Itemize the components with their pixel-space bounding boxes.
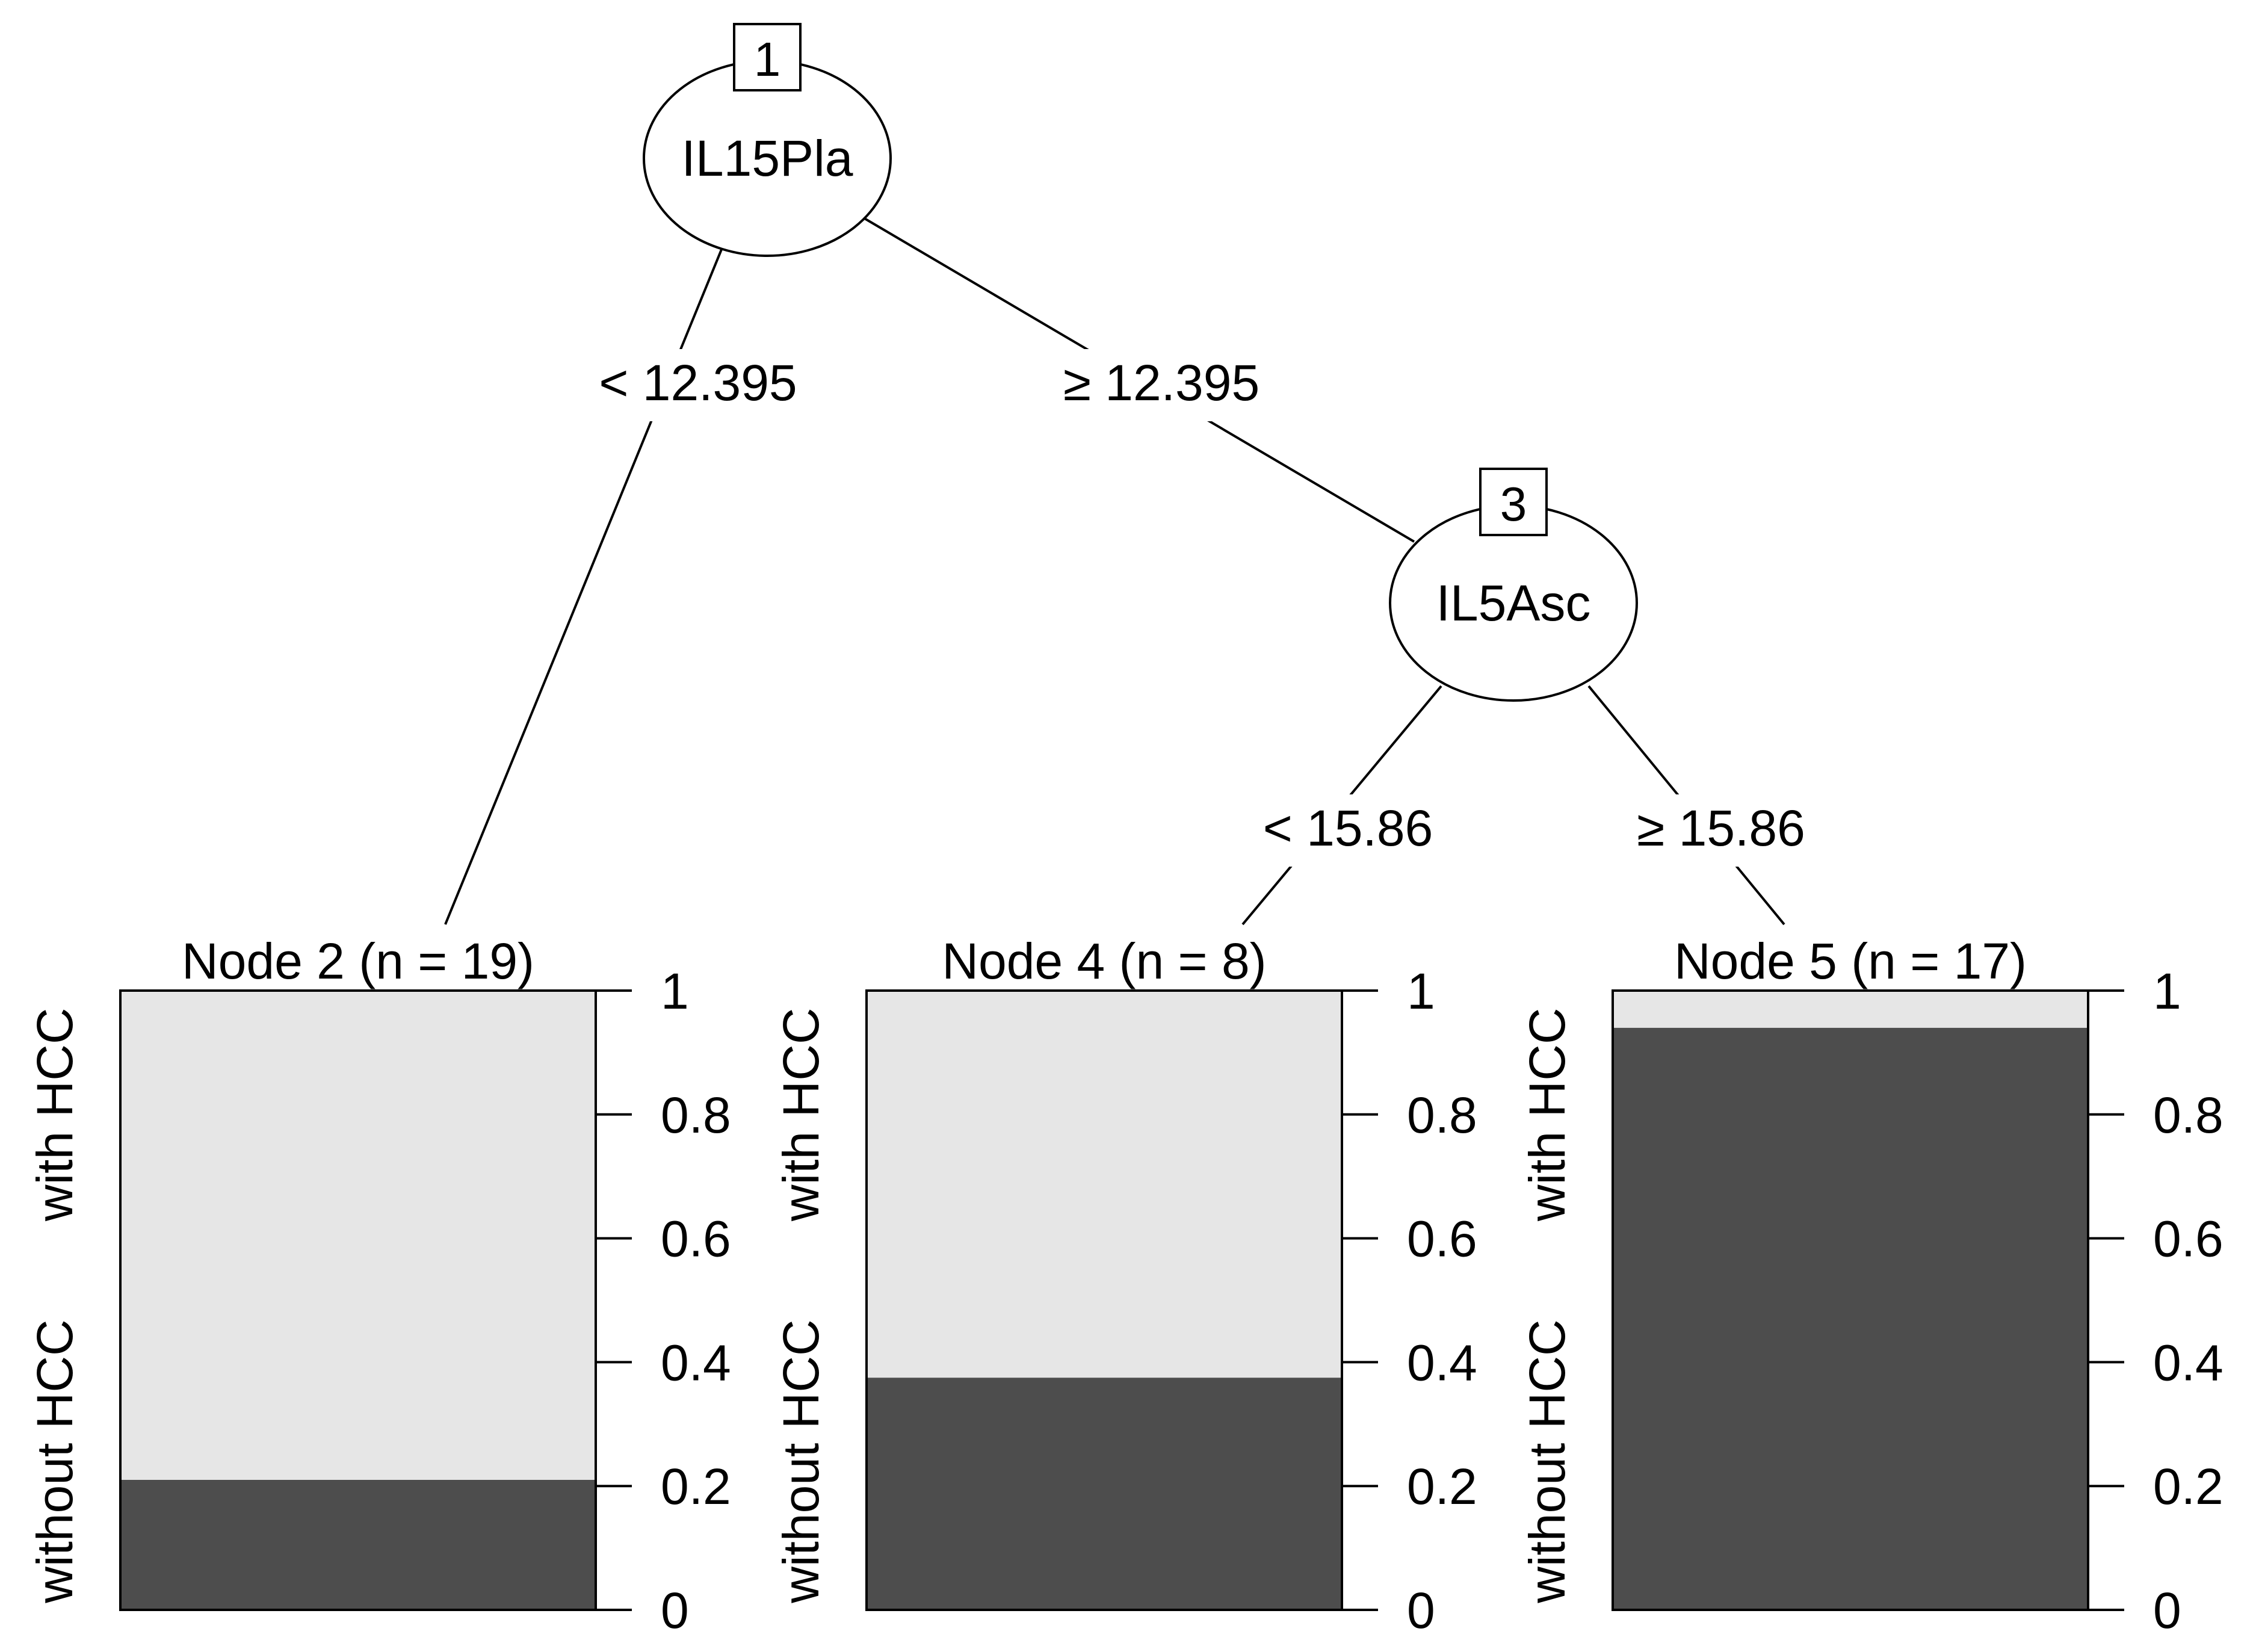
y-tick-label: 0.6 [2153,1211,2224,1267]
y-tick-label: 0 [2153,1582,2181,1639]
split-label-text: < 12.395 [599,354,797,411]
panel-title: Node 5 (n = 17) [1674,933,2027,989]
split-label-1-3: ≥ 12.395 [1041,349,1282,421]
node-id-box [1479,468,1548,536]
split-label-text: ≥ 15.86 [1637,800,1805,856]
class-label-with-hcc: with HCC [26,1007,83,1222]
y-tick-label: 0.2 [1407,1458,1477,1515]
y-tick-label: 0 [661,1582,689,1639]
panel-frame [865,989,1343,1611]
node-id-label: 1 [754,32,781,86]
y-tick-label: 0.2 [661,1458,731,1515]
split-label-3-4: < 15.86 [1240,794,1456,867]
panel-title: Node 2 (n = 19) [182,933,534,989]
class-label-with-hcc: with HCC [1519,1007,1575,1222]
terminal-node-panels: Node 2 (n = 19) 0 0.2 0.4 0.6 0.8 1 without HCC… [26,933,2224,1639]
class-label-without-hcc: without HCC [26,1319,83,1603]
bar-segment-with-hcc [1613,991,2088,1028]
node-id-box [733,23,802,91]
y-tick-label: 0.6 [661,1211,731,1267]
y-tick-label: 0.8 [2153,1087,2224,1143]
y-tick-label: 0 [1407,1582,1435,1639]
bar-segment-with-hcc [120,991,596,1480]
y-tick-label: 0.8 [1407,1087,1477,1143]
y-tick-label: 0.8 [661,1087,731,1143]
y-tick-label: 0.4 [661,1334,731,1391]
node-id-label: 3 [1500,477,1527,531]
y-tick-label: 0.6 [1407,1211,1477,1267]
class-label-without-hcc: without HCC [1519,1319,1575,1603]
y-tick-label: 1 [661,963,689,1019]
panel-title: Node 4 (n = 8) [942,933,1266,989]
bar-segment-without-hcc [867,1378,1342,1610]
terminal-node-panel: Node 4 (n = 8) 0 0.2 0.4 0.6 0.8 1 without HCC w… [773,933,1477,1639]
split-label-text: ≥ 12.395 [1063,354,1259,411]
split-label-1-2: < 12.395 [578,349,818,421]
y-tick-label: 0.2 [2153,1458,2224,1515]
class-label-with-hcc: with HCC [773,1007,829,1222]
y-tick-label: 1 [1407,963,1435,1019]
bar-segment-without-hcc [1613,1027,2088,1610]
inner-node-1: IL15Pla 1 [643,23,892,257]
inner-node-3: IL5Asc 3 [1389,468,1638,702]
split-label-text: < 15.86 [1263,800,1433,856]
y-tick-label: 0.4 [2153,1334,2224,1391]
y-tick-label: 1 [2153,963,2181,1019]
node-variable-label: IL5Asc [1436,575,1591,631]
panel-frame [119,989,597,1611]
node-variable-label: IL15Pla [682,130,853,187]
bar-segment-with-hcc [867,991,1342,1378]
class-label-without-hcc: without HCC [773,1319,829,1603]
y-tick-label: 0.4 [1407,1334,1477,1391]
panel-frame [1612,989,2089,1611]
bar-segment-without-hcc [120,1479,596,1610]
split-label-3-5: ≥ 15.86 [1613,794,1829,867]
terminal-node-panel: Node 2 (n = 19) 0 0.2 0.4 0.6 0.8 1 without HCC… [26,933,731,1639]
terminal-node-panel: Node 5 (n = 17) 0 0.2 0.4 0.6 0.8 1 without HCC… [1519,933,2224,1639]
